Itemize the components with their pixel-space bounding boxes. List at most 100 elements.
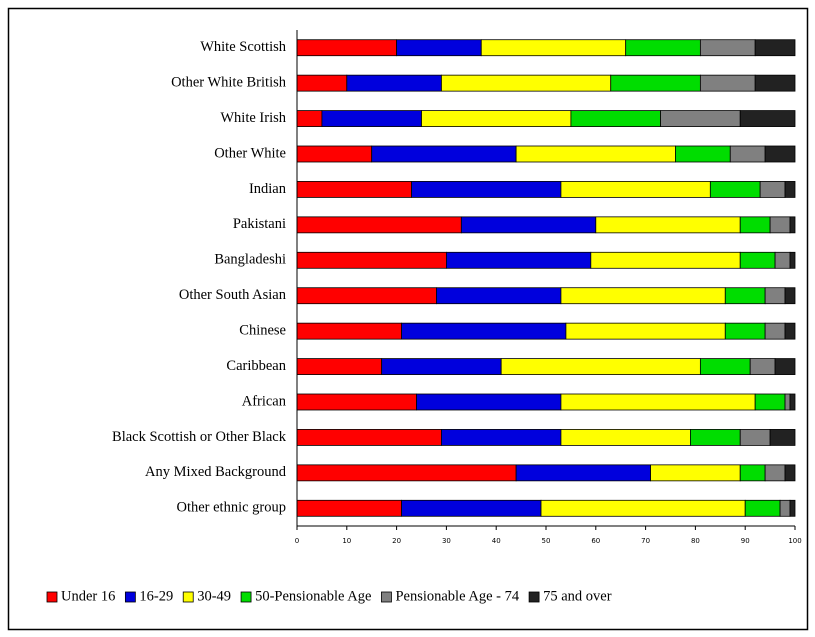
bar-segment [346, 74, 442, 92]
bar-segment [784, 393, 791, 411]
bar-segment [381, 358, 502, 375]
bar-segment [296, 216, 462, 234]
bar-segment [441, 429, 562, 446]
legend-label: Under 16 [61, 588, 115, 604]
y-tick-label: Caribbean [226, 358, 286, 374]
y-tick-label: Bangladeshi [214, 252, 286, 268]
bar-segment [724, 322, 766, 340]
legend-swatch [240, 591, 252, 603]
bar-segment [779, 499, 791, 517]
bar-segment [296, 74, 348, 92]
bar-segment [650, 464, 741, 482]
bar-segment [789, 393, 796, 411]
bar-segment [739, 251, 776, 269]
bar-segment [560, 393, 756, 411]
y-tick-label: Indian [249, 181, 287, 197]
bar-segment [296, 322, 402, 340]
bar-segment [764, 464, 786, 482]
bar-segment [754, 39, 796, 57]
y-tick-label: White Irish [220, 110, 286, 126]
bar-segment [480, 39, 627, 57]
x-tick-label: 50 [542, 537, 551, 545]
x-tick-label: 0 [295, 537, 299, 545]
bar-segment [560, 181, 711, 198]
bar-segment [784, 322, 796, 340]
legend-label: 30-49 [197, 588, 231, 604]
plot-area: White Scottish Other White British White I… [112, 30, 802, 545]
bar-segment [401, 499, 542, 517]
bar-segment [625, 39, 701, 57]
y-tick-label: Black Scottish or Other Black [112, 429, 287, 445]
bar-segment [789, 251, 796, 269]
bar-segment [396, 39, 482, 57]
bar-segment [296, 39, 397, 57]
bar-segment [784, 287, 796, 305]
bar-segment [699, 39, 756, 57]
bar-segment [515, 464, 651, 482]
bar-segment [296, 464, 517, 482]
bar-segment [789, 499, 796, 517]
legend: Under 16 16-29 30-49 50-Pensionable Age Pens… [46, 588, 612, 604]
bar-segment [540, 499, 746, 517]
bar-segment [709, 181, 761, 198]
bar-segment [660, 110, 741, 127]
x-tick-label: 30 [442, 537, 451, 545]
bar-segment [764, 145, 796, 163]
legend-label: 16-29 [139, 588, 173, 604]
bar-segment [460, 216, 597, 234]
bar-segment [296, 145, 373, 163]
y-tick-label: Other ethnic group [176, 500, 286, 516]
bar-segment [416, 393, 562, 411]
y-tick-label: Chinese [239, 322, 286, 338]
x-tick-label: 80 [691, 537, 700, 545]
legend-label: 75 and over [543, 588, 612, 604]
bar-segment [411, 181, 562, 198]
bar-segment [699, 358, 751, 375]
bar-segment [296, 393, 417, 411]
y-tick-label: Any Mixed Background [145, 464, 287, 480]
legend-swatch [381, 591, 392, 603]
bar-segment [565, 322, 726, 340]
bar-segment [739, 216, 771, 234]
bar-segment [739, 110, 796, 127]
bar-segment [500, 358, 701, 375]
legend-swatch [528, 591, 540, 603]
y-tick-label: Other White British [171, 74, 287, 90]
x-tick-label: 60 [591, 537, 600, 545]
bar-segment [739, 464, 766, 482]
bar-segment [764, 322, 786, 340]
bar-segment [296, 499, 402, 517]
bar-segment [296, 251, 447, 269]
bar-segment [560, 287, 726, 305]
bar-segment [744, 499, 781, 517]
y-tick-label: Other South Asian [179, 287, 287, 303]
bar-segment [675, 145, 731, 163]
bar-segment [590, 251, 741, 269]
x-tick-label: 100 [788, 537, 801, 545]
bar-segment [595, 216, 741, 234]
bar-segment [515, 145, 676, 163]
bar-segment [724, 287, 766, 305]
bar-segment [754, 393, 786, 411]
bar-segment [774, 251, 791, 269]
bar-segment [445, 251, 592, 269]
bar-segment [690, 429, 741, 446]
bar-segment [784, 181, 796, 198]
bar-segment [296, 287, 437, 305]
legend-swatch [182, 591, 194, 603]
legend-swatch [46, 591, 58, 603]
y-tick-label: White Scottish [200, 39, 287, 55]
bar-segment [401, 322, 567, 340]
legend-label: 50-Pensionable Age [255, 588, 371, 604]
bar-segment [296, 429, 442, 446]
frame [7, 7, 809, 631]
bar-segment [754, 74, 796, 92]
bar-segment [764, 287, 786, 305]
y-tick-label: Other White [214, 145, 286, 161]
bar-segment [739, 429, 771, 446]
bar-segment [570, 110, 661, 127]
bar-segment [321, 110, 422, 127]
bar-segment [296, 358, 383, 375]
bar-segment [441, 74, 612, 92]
